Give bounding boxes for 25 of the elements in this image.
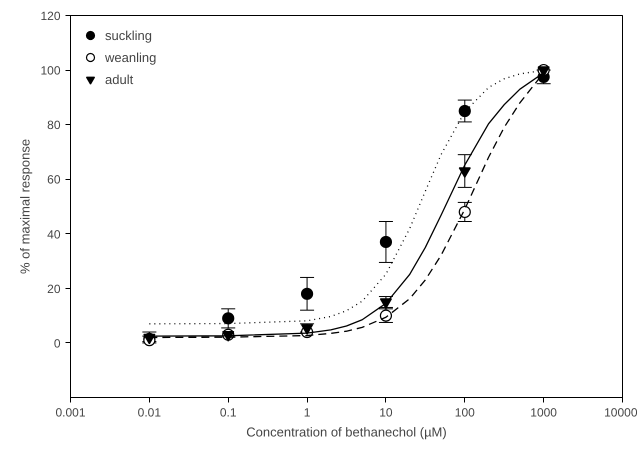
point [458,104,471,118]
x-tick-label: 10 [379,406,393,420]
point [300,288,314,300]
legend-label: adult [105,72,134,86]
point [222,312,234,324]
y-tick-label: 40 [47,227,61,242]
legend-label: suckling [105,28,152,42]
y-tick-label: 100 [40,64,61,78]
x-tick-label: 0.01 [138,406,162,420]
x-tick-label: 0.001 [55,406,86,420]
y-tick-label: 20 [47,282,61,296]
legend-label: weanling [105,50,156,64]
point [380,236,392,248]
x-tick-label: 0.1 [220,406,237,420]
x-tick-label: 1000 [530,406,558,420]
x-tick-label: 1 [304,406,311,420]
point [458,206,471,218]
x-tick-label: 100 [454,406,476,420]
x-tick-label: 10000 [604,406,637,420]
y-axis-title: % of maximal response [17,138,32,274]
y-tick-label: 60 [47,172,61,187]
x-axis-title: Concentration of bethanechol (µM) [246,424,447,440]
y-tick-label: 120 [40,9,61,23]
y-tick-label: 80 [47,118,61,132]
y-tick-label: 0 [54,336,61,350]
